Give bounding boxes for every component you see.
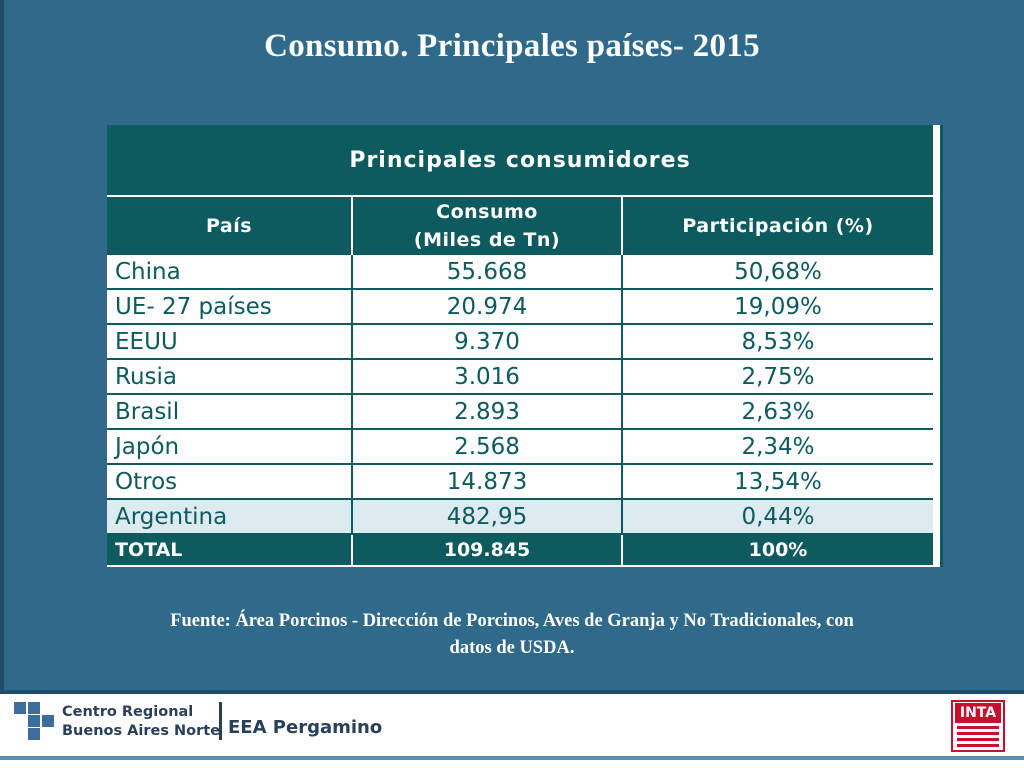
share-cell: 13,54% <box>622 464 933 500</box>
total-label: TOTAL <box>107 534 353 565</box>
table-row: EEUU 9.370 8,53% <box>107 324 933 360</box>
source-note: Fuente: Área Porcinos - Dirección de Por… <box>60 608 964 662</box>
country-cell: Brasil <box>107 394 353 430</box>
brand-line-2: Buenos Aires Norte <box>62 723 221 739</box>
footer-top-line <box>0 690 1024 694</box>
consumption-cell: 55.668 <box>352 255 623 290</box>
header-consumption: Consumo (Miles de Tn) <box>352 196 623 255</box>
share-cell: 8,53% <box>622 324 933 360</box>
table-row: Japón 2.568 2,34% <box>107 429 933 465</box>
country-cell: Japón <box>107 429 353 465</box>
table-caption: Principales consumidores <box>107 125 933 197</box>
country-cell: Rusia <box>107 359 353 395</box>
consumption-cell: 2.568 <box>352 429 623 465</box>
consumption-cell: 14.873 <box>352 464 623 500</box>
header-country: País <box>107 196 353 255</box>
share-cell: 0,44% <box>622 499 933 535</box>
consumers-table-container: Principales consumidores País Consumo (M… <box>107 125 943 567</box>
header-share: Participación (%) <box>622 196 933 255</box>
table-row: China 55.668 50,68% <box>107 255 933 290</box>
table-header-row: País Consumo (Miles de Tn) Participación… <box>107 196 933 255</box>
consumption-cell: 2.893 <box>352 394 623 430</box>
table-right-border <box>940 125 943 567</box>
total-consumption: 109.845 <box>352 534 623 565</box>
consumption-cell: 3.016 <box>352 359 623 395</box>
table-caption-row: Principales consumidores <box>107 125 933 197</box>
consumption-cell: 482,95 <box>352 499 623 535</box>
brand-separator <box>219 702 222 740</box>
share-cell: 19,09% <box>622 289 933 325</box>
table-row-highlighted: Argentina 482,95 0,44% <box>107 499 933 535</box>
share-cell: 2,75% <box>622 359 933 395</box>
brand-line-1: Centro Regional <box>62 704 194 720</box>
consumption-cell: 20.974 <box>352 289 623 325</box>
table-total-row: TOTAL 109.845 100% <box>107 534 933 565</box>
table-row: Rusia 3.016 2,75% <box>107 359 933 395</box>
total-share: 100% <box>622 534 933 565</box>
share-cell: 2,34% <box>622 429 933 465</box>
country-cell: UE- 27 países <box>107 289 353 325</box>
country-cell: Otros <box>107 464 353 500</box>
source-line-2: datos de USDA. <box>449 638 575 658</box>
table-row: Brasil 2.893 2,63% <box>107 394 933 430</box>
slide-title: Consumo. Principales países- 2015 <box>264 28 760 64</box>
country-cell: EEUU <box>107 324 353 360</box>
inta-logo-stripes <box>957 726 999 750</box>
regional-center-name: Centro Regional Buenos Aires Norte <box>62 703 220 741</box>
source-line-1: Fuente: Área Porcinos - Dirección de Por… <box>170 611 854 631</box>
table-row: UE- 27 países 20.974 19,09% <box>107 289 933 325</box>
country-cell: China <box>107 255 353 290</box>
country-cell: Argentina <box>107 499 353 535</box>
consumption-cell: 9.370 <box>352 324 623 360</box>
inta-logo-text: INTA <box>955 703 1001 723</box>
unit-name: EEA Pergamino <box>228 717 383 738</box>
slide-left-border <box>0 0 4 690</box>
footer-bottom-line <box>0 756 1024 760</box>
header-consumption-line1: Consumo <box>436 201 538 223</box>
table-row: Otros 14.873 13,54% <box>107 464 933 500</box>
header-consumption-line2: (Miles de Tn) <box>413 229 561 251</box>
footer: Centro Regional Buenos Aires Norte EEA P… <box>0 690 1024 768</box>
consumers-table: Principales consumidores País Consumo (M… <box>107 125 933 565</box>
inta-logo-icon: INTA <box>951 700 1005 752</box>
share-cell: 50,68% <box>622 255 933 290</box>
share-cell: 2,63% <box>622 394 933 430</box>
regional-center-logo-icon <box>14 702 56 740</box>
